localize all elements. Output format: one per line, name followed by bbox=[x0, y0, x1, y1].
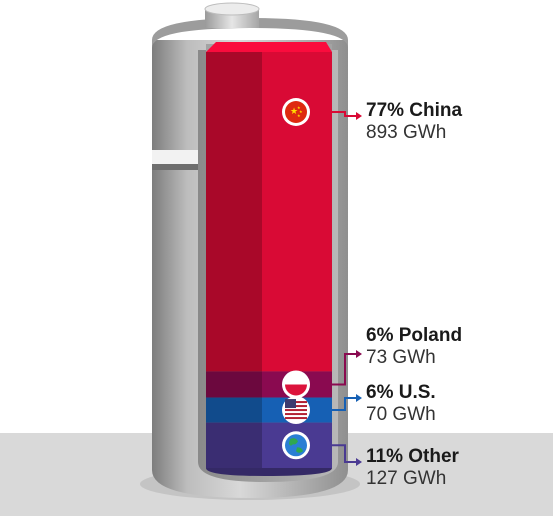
label-poland: 6% Poland 73 GWh bbox=[366, 325, 462, 369]
poland-flag-icon bbox=[282, 370, 310, 399]
label-us-percent: 6% U.S. bbox=[366, 382, 436, 403]
segment-poland-back bbox=[206, 371, 262, 398]
label-other: 11% Other 127 GWh bbox=[366, 446, 459, 490]
connector-other bbox=[314, 444, 362, 466]
label-us-value: 70 GWh bbox=[366, 404, 436, 425]
segment-us-back bbox=[206, 397, 262, 423]
shell-stripe-shadow bbox=[152, 164, 200, 170]
us-flag-icon bbox=[282, 396, 310, 425]
connector-us bbox=[314, 394, 362, 412]
china-flag-icon: ★★★★ bbox=[282, 98, 310, 126]
globe-icon bbox=[282, 431, 310, 460]
label-china-value: 893 GWh bbox=[366, 122, 447, 143]
svg-text:★: ★ bbox=[290, 107, 298, 117]
svg-text:★: ★ bbox=[299, 109, 303, 114]
segment-china-back bbox=[206, 52, 262, 372]
svg-text:★: ★ bbox=[297, 113, 301, 118]
shell-stripe bbox=[152, 150, 200, 164]
connector-poland bbox=[314, 350, 362, 386]
label-us: 6% U.S. 70 GWh bbox=[366, 382, 436, 426]
svg-text:★: ★ bbox=[297, 105, 301, 110]
label-other-percent: 11% Other bbox=[366, 446, 459, 467]
label-poland-percent: 6% Poland bbox=[366, 325, 463, 346]
segment-other-base bbox=[206, 468, 332, 476]
connector-china bbox=[314, 111, 362, 120]
label-china-percent: 77% China bbox=[366, 100, 463, 121]
label-other-value: 127 GWh bbox=[366, 468, 447, 489]
fill-top-surface bbox=[206, 42, 332, 52]
terminal-cap-top bbox=[204, 2, 260, 16]
battery-top-band bbox=[152, 18, 348, 48]
label-poland-value: 73 GWh bbox=[366, 347, 436, 368]
segment-other-back bbox=[206, 422, 262, 468]
label-china: 77% China 893 GWh bbox=[366, 100, 462, 144]
